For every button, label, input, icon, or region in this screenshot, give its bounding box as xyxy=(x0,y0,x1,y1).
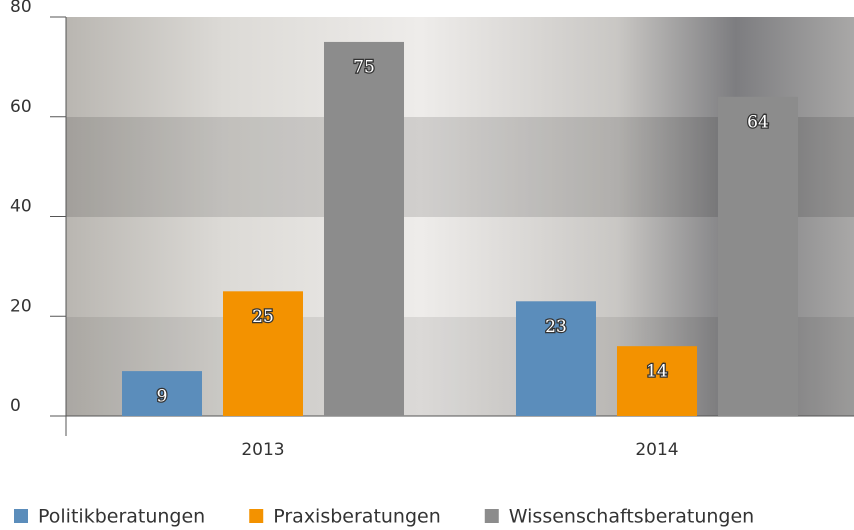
bar xyxy=(516,301,596,416)
value-label: 14 xyxy=(646,362,668,382)
x-tick-label: 2013 xyxy=(241,440,284,460)
x-tick-label: 2014 xyxy=(635,440,678,460)
bar xyxy=(223,291,303,416)
value-label: 75 xyxy=(353,57,375,77)
y-tick-label: 0 xyxy=(10,396,21,416)
legend-label: Wissenschaftsberatungen xyxy=(509,506,754,528)
value-label: 25 xyxy=(252,307,274,327)
bar xyxy=(617,346,697,416)
value-label: 23 xyxy=(545,317,567,337)
legend-swatch xyxy=(484,509,499,523)
value-label: 9 xyxy=(157,387,168,407)
value-label: 64 xyxy=(747,112,769,132)
bar xyxy=(122,371,202,416)
legend-label: Politikberatungen xyxy=(38,506,205,528)
y-tick-label: 20 xyxy=(10,296,32,316)
y-tick-label: 40 xyxy=(10,197,32,217)
legend-label: Praxisberatungen xyxy=(273,506,441,528)
bar xyxy=(718,96,798,417)
y-tick-label: 60 xyxy=(10,97,32,117)
bar xyxy=(324,41,404,416)
legend-swatch xyxy=(14,509,28,523)
legend-swatch xyxy=(249,509,264,523)
y-tick-label: 80 xyxy=(10,0,32,17)
